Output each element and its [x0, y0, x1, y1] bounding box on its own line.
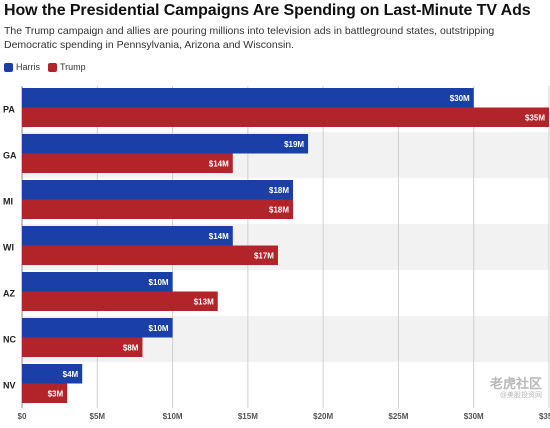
x-tick-label: $35M [539, 412, 550, 421]
watermark-title: 老虎社区 [489, 376, 542, 391]
chart-title: How the Presidential Campaigns Are Spend… [4, 2, 531, 19]
bar-trump [22, 245, 278, 265]
bar-harris [22, 88, 474, 108]
bar-harris [22, 272, 173, 292]
x-tick-label: $10M [163, 412, 183, 421]
data-label: $10M [149, 278, 169, 287]
chart-legend: Harris Trump [4, 62, 94, 72]
legend-label-harris: Harris [16, 62, 40, 72]
x-tick-label: $5M [90, 412, 106, 421]
legend-label-trump: Trump [60, 62, 86, 72]
category-label: NC [3, 335, 16, 345]
category-label: NV [3, 381, 16, 391]
category-label: PA [3, 105, 15, 115]
data-label: $3M [48, 389, 64, 398]
category-label: AZ [3, 289, 15, 299]
x-tick-label: $20M [313, 412, 333, 421]
data-label: $18M [269, 186, 289, 195]
watermark: 老虎社区 @美股投资网 [489, 376, 542, 402]
x-tick-label: $15M [238, 412, 258, 421]
data-label: $30M [450, 94, 470, 103]
category-label: MI [3, 197, 13, 207]
data-label: $4M [63, 370, 79, 379]
category-label: GA [3, 151, 17, 161]
bar-trump [22, 153, 233, 173]
data-label: $13M [194, 297, 214, 306]
data-label: $14M [209, 232, 229, 241]
watermark-subtitle: @美股投资网 [499, 392, 542, 399]
chart-subtitle: The Trump campaign and allies are pourin… [4, 25, 495, 51]
bar-trump [22, 107, 549, 127]
bar-trump [22, 291, 218, 311]
bar-harris [22, 318, 173, 338]
data-label: $10M [149, 324, 169, 333]
data-label: $14M [209, 159, 229, 168]
legend-swatch-harris [4, 62, 13, 72]
bar-harris [22, 226, 233, 246]
legend-item-harris: Harris [4, 62, 40, 72]
data-label: $19M [284, 140, 304, 149]
bar-trump [22, 383, 68, 403]
bar-trump [22, 337, 143, 357]
legend-swatch-trump [48, 62, 57, 72]
data-label: $18M [269, 205, 289, 214]
category-label: WI [3, 243, 14, 253]
x-tick-label: $25M [388, 412, 408, 421]
x-tick-label: $30M [464, 412, 484, 421]
bar-harris [22, 134, 309, 154]
x-tick-label: $0 [18, 412, 27, 421]
data-label: $35M [525, 113, 545, 122]
data-label: $17M [254, 251, 274, 260]
data-label: $8M [123, 343, 139, 352]
legend-item-trump: Trump [48, 62, 86, 72]
bar-trump [22, 199, 294, 219]
bar-harris [22, 180, 294, 200]
bar-harris [22, 364, 83, 384]
